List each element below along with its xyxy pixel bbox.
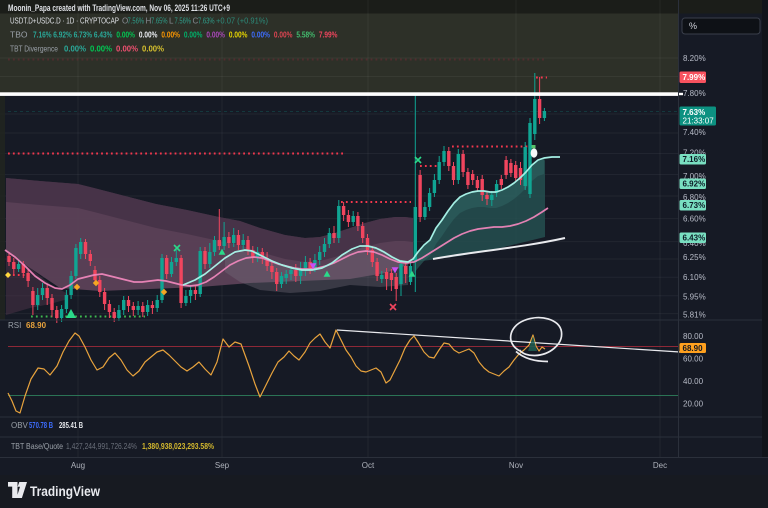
svg-text:5.58%: 5.58%: [296, 30, 315, 40]
svg-text:0.00%: 0.00%: [116, 30, 135, 40]
svg-text:7.63%: 7.63%: [683, 108, 706, 117]
svg-text:6.73%: 6.73%: [683, 201, 706, 210]
svg-text:6.92%: 6.92%: [53, 30, 72, 40]
svg-text:0.00%: 0.00%: [274, 30, 293, 40]
svg-text:0.00%: 0.00%: [206, 30, 225, 40]
svg-text:TBT Divergence: TBT Divergence: [10, 45, 58, 54]
svg-text:8.20%: 8.20%: [683, 54, 706, 63]
svg-text:7.99%: 7.99%: [683, 73, 706, 82]
svg-text:0.00%: 0.00%: [139, 30, 158, 40]
svg-text:6.43%: 6.43%: [683, 234, 706, 243]
svg-text:H: H: [146, 17, 152, 26]
svg-text:68.90: 68.90: [26, 321, 47, 330]
svg-text:6.80%: 6.80%: [683, 193, 706, 202]
svg-text:7.16%: 7.16%: [33, 30, 52, 40]
svg-text:7.99%: 7.99%: [319, 30, 338, 40]
svg-text:7.63%: 7.63%: [198, 17, 215, 26]
svg-text:80.00: 80.00: [683, 332, 704, 341]
svg-text:0.00%: 0.00%: [116, 44, 138, 54]
svg-text:TradingView: TradingView: [30, 483, 100, 499]
svg-text:5.95%: 5.95%: [683, 292, 706, 301]
svg-text:1,427,244,991,726.24%: 1,427,244,991,726.24%: [66, 442, 137, 451]
svg-text:TBT Base/Quote: TBT Base/Quote: [11, 442, 63, 451]
svg-text:6.25%: 6.25%: [683, 253, 706, 262]
svg-text:21:33:07: 21:33:07: [683, 117, 715, 126]
svg-text:570.78 B: 570.78 B: [29, 421, 53, 430]
svg-text:+0.07 (+0.91%): +0.07 (+0.91%): [216, 17, 268, 26]
svg-text:Nov: Nov: [509, 461, 523, 470]
svg-text:USDT.D+USDC.D · 1D · CRYPTOCAP: USDT.D+USDC.D · 1D · CRYPTOCAP: [10, 16, 119, 26]
svg-text:5.81%: 5.81%: [683, 310, 706, 319]
svg-text:Oct: Oct: [362, 461, 375, 470]
svg-text:6.60%: 6.60%: [683, 214, 706, 223]
svg-text:7.80%: 7.80%: [683, 89, 706, 98]
svg-text:40.00: 40.00: [683, 377, 704, 386]
svg-text:0.00%: 0.00%: [184, 30, 203, 40]
svg-text:OBV: OBV: [11, 421, 29, 430]
svg-text:0.00%: 0.00%: [90, 44, 112, 54]
svg-text:7.65%: 7.65%: [151, 17, 168, 26]
svg-text:Moonin_Papa created with Tradi: Moonin_Papa created with TradingView.com…: [8, 3, 230, 13]
svg-text:285.41 B: 285.41 B: [59, 421, 83, 430]
svg-text:0.00%: 0.00%: [251, 30, 270, 40]
svg-text:C: C: [193, 17, 199, 26]
svg-text:1,380,938,023,293.58%: 1,380,938,023,293.58%: [142, 442, 214, 451]
svg-text:7.20%: 7.20%: [683, 148, 706, 157]
svg-text:Aug: Aug: [71, 461, 85, 470]
svg-text:0.00%: 0.00%: [64, 44, 86, 54]
svg-text:68.90: 68.90: [683, 344, 704, 353]
svg-text:%: %: [689, 21, 697, 31]
svg-text:6.73%: 6.73%: [74, 30, 93, 40]
svg-text:7.00%: 7.00%: [683, 172, 706, 181]
svg-text:6.40%: 6.40%: [683, 239, 706, 248]
svg-text:6.92%: 6.92%: [683, 180, 706, 189]
svg-text:L: L: [169, 17, 174, 26]
svg-text:Dec: Dec: [653, 461, 667, 470]
svg-text:7.56%: 7.56%: [175, 17, 192, 26]
svg-text:TBO: TBO: [10, 30, 28, 40]
svg-text:0.00%: 0.00%: [142, 44, 164, 54]
svg-text:7.40%: 7.40%: [683, 128, 706, 137]
svg-text:O: O: [122, 17, 128, 26]
svg-text:60.00: 60.00: [683, 354, 704, 363]
svg-text:6.43%: 6.43%: [94, 30, 113, 40]
svg-text:Sep: Sep: [215, 461, 230, 470]
svg-text:0.00%: 0.00%: [229, 30, 248, 40]
svg-text:6.10%: 6.10%: [683, 273, 706, 282]
svg-text:7.56%: 7.56%: [128, 17, 145, 26]
svg-text:20.00: 20.00: [683, 399, 704, 408]
svg-text:0.00%: 0.00%: [161, 30, 180, 40]
svg-text:RSI: RSI: [8, 321, 21, 330]
svg-text:7.16%: 7.16%: [683, 155, 706, 164]
